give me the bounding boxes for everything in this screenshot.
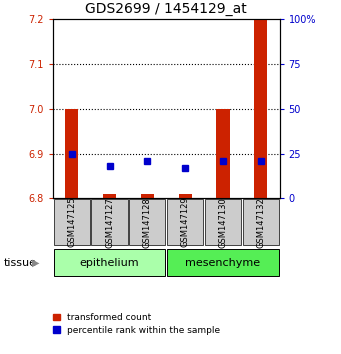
Bar	[205, 199, 241, 245]
Text: GSM147125: GSM147125	[67, 197, 76, 247]
Text: GSM147130: GSM147130	[219, 197, 227, 247]
Title: GDS2699 / 1454129_at: GDS2699 / 1454129_at	[85, 2, 247, 16]
Bar	[91, 199, 128, 245]
Bar	[129, 199, 165, 245]
Bar	[65, 109, 78, 198]
Bar	[242, 199, 279, 245]
Bar	[141, 194, 154, 198]
Legend: transformed count, percentile rank within the sample: transformed count, percentile rank withi…	[53, 313, 220, 335]
Bar	[54, 199, 90, 245]
Text: GSM147128: GSM147128	[143, 197, 152, 247]
Text: tissue: tissue	[3, 258, 36, 268]
Text: mesenchyme: mesenchyme	[186, 258, 261, 268]
Bar	[179, 194, 192, 198]
Text: GSM147129: GSM147129	[181, 197, 190, 247]
Bar	[216, 109, 229, 198]
Text: GSM147127: GSM147127	[105, 197, 114, 247]
Bar	[54, 249, 165, 276]
Bar	[254, 19, 267, 198]
Bar	[103, 194, 116, 198]
Text: ▶: ▶	[32, 258, 40, 268]
Text: epithelium: epithelium	[80, 258, 139, 268]
Text: GSM147132: GSM147132	[256, 197, 265, 247]
Bar	[167, 199, 203, 245]
Bar	[167, 249, 279, 276]
